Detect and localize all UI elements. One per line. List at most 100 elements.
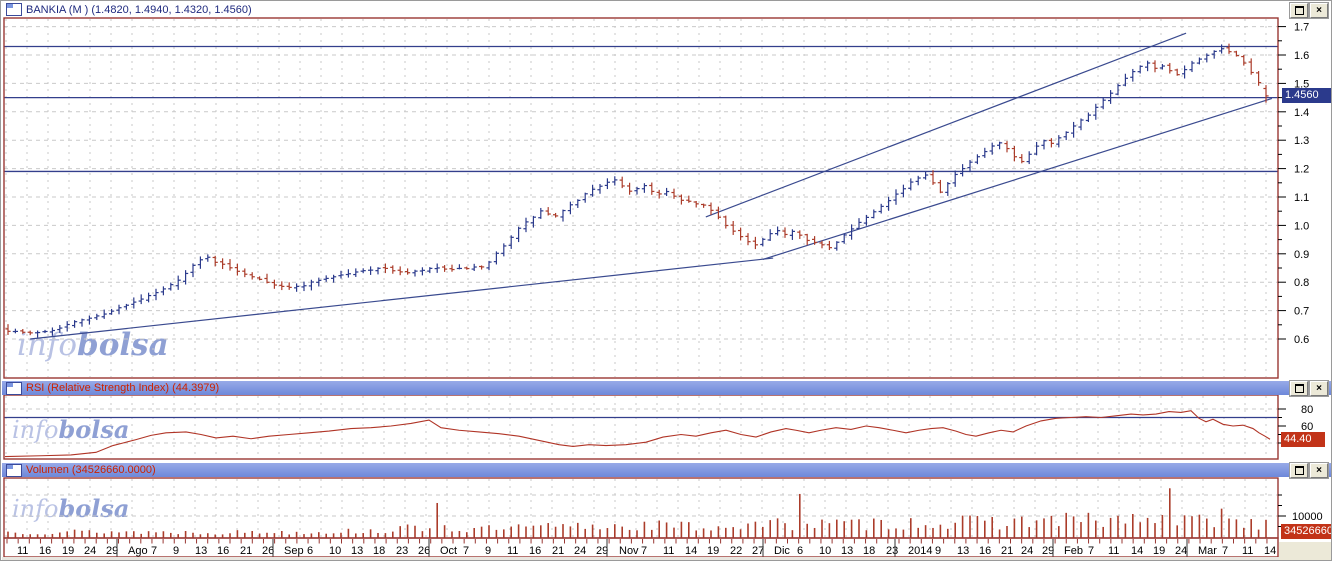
svg-text:10: 10 <box>329 545 341 557</box>
svg-text:60: 60 <box>1301 421 1313 433</box>
volume-value-tag: 34526660 <box>1281 524 1331 539</box>
rsi-pane-icon <box>6 381 22 395</box>
svg-text:1.2: 1.2 <box>1294 164 1309 176</box>
svg-text:26: 26 <box>262 545 274 557</box>
restore-icon <box>1294 466 1304 475</box>
svg-text:14: 14 <box>1264 545 1276 557</box>
svg-text:7: 7 <box>1222 545 1228 557</box>
grid-lines <box>4 19 1278 537</box>
volume-pane-titlebar[interactable]: Volumen (34526660.0000) × <box>2 462 1331 479</box>
svg-text:Ago: Ago <box>128 545 148 557</box>
svg-text:21: 21 <box>552 545 564 557</box>
close-icon: × <box>1316 4 1322 16</box>
infobolsa-watermark-price: infobolsa <box>17 327 169 363</box>
svg-text:0.9: 0.9 <box>1294 249 1309 261</box>
svg-text:7: 7 <box>1088 545 1094 557</box>
svg-text:29: 29 <box>1042 545 1054 557</box>
price-pane-title: BANKIA (M ) (1.4820, 1.4940, 1.4320, 1.4… <box>26 3 252 16</box>
close-button[interactable]: × <box>1309 2 1329 19</box>
restore-icon <box>1294 6 1304 15</box>
svg-text:Oct: Oct <box>440 545 457 557</box>
svg-text:24: 24 <box>574 545 586 557</box>
svg-text:Mar: Mar <box>1198 545 1217 557</box>
svg-text:0.7: 0.7 <box>1294 306 1309 318</box>
svg-text:80: 80 <box>1301 404 1313 416</box>
svg-text:Dic: Dic <box>774 545 790 557</box>
svg-text:1.1: 1.1 <box>1294 192 1309 204</box>
svg-text:13: 13 <box>841 545 853 557</box>
close-icon: × <box>1316 382 1322 394</box>
channel-upper <box>705 32 1187 218</box>
svg-text:11: 11 <box>17 545 28 557</box>
price-pane-buttons: × <box>1289 2 1329 19</box>
level-lines <box>4 45 1278 419</box>
svg-text:9: 9 <box>485 545 491 557</box>
svg-text:16: 16 <box>217 545 229 557</box>
svg-text:21: 21 <box>1001 545 1013 557</box>
svg-text:19: 19 <box>1153 545 1165 557</box>
svg-text:11: 11 <box>1108 545 1119 557</box>
volume-close-button[interactable]: × <box>1309 462 1329 479</box>
svg-text:7: 7 <box>641 545 647 557</box>
svg-text:Feb: Feb <box>1064 545 1083 557</box>
svg-text:13: 13 <box>957 545 969 557</box>
svg-text:27: 27 <box>752 545 764 557</box>
svg-text:11: 11 <box>663 545 674 557</box>
svg-text:6: 6 <box>307 545 313 557</box>
restore-icon <box>1294 384 1304 393</box>
rsi-pane-title: RSI (Relative Strength Index) (44.3979) <box>26 382 220 394</box>
svg-text:2014: 2014 <box>908 545 932 557</box>
svg-text:23: 23 <box>886 545 898 557</box>
svg-text:9: 9 <box>935 545 941 557</box>
ohlc-bars <box>5 43 1269 338</box>
svg-text:13: 13 <box>351 545 363 557</box>
svg-text:14: 14 <box>685 545 697 557</box>
rsi-close-button[interactable]: × <box>1309 380 1329 397</box>
rsi-pane-buttons: × <box>1289 380 1329 397</box>
svg-text:23: 23 <box>396 545 408 557</box>
volume-pane-icon <box>6 463 22 477</box>
svg-text:7: 7 <box>151 545 157 557</box>
x-axis: 11 16 19 24 29 Ago 7 9 13 16 21 26 Sep 6 10 13 18 23 26 Oct… <box>6 539 1276 557</box>
svg-text:19: 19 <box>62 545 74 557</box>
volume-restore-button[interactable] <box>1289 462 1309 479</box>
rsi-pane-titlebar[interactable]: RSI (Relative Strength Index) (44.3979) … <box>2 380 1331 397</box>
svg-text:13: 13 <box>195 545 207 557</box>
close-icon: × <box>1316 464 1322 476</box>
volume-pane-buttons: × <box>1289 462 1329 479</box>
volume-pane-title: Volumen (34526660.0000) <box>26 464 156 476</box>
svg-text:29: 29 <box>106 545 118 557</box>
svg-text:1.3: 1.3 <box>1294 135 1309 147</box>
svg-text:26: 26 <box>418 545 430 557</box>
svg-text:Nov: Nov <box>619 545 639 557</box>
chart-window-icon <box>6 3 22 16</box>
svg-text:1.7: 1.7 <box>1294 22 1309 34</box>
price-pane-titlebar[interactable]: BANKIA (M ) (1.4820, 1.4940, 1.4320, 1.4… <box>2 2 1331 19</box>
restore-button[interactable] <box>1289 2 1309 19</box>
trend-lines <box>30 32 1273 340</box>
bottom-window-edge <box>2 557 1331 560</box>
svg-text:6: 6 <box>797 545 803 557</box>
svg-text:11: 11 <box>1242 545 1253 557</box>
svg-text:9: 9 <box>173 545 179 557</box>
svg-text:22: 22 <box>730 545 742 557</box>
svg-text:16: 16 <box>979 545 991 557</box>
infobolsa-watermark-rsi: infobolsa <box>12 415 130 444</box>
svg-text:18: 18 <box>373 545 385 557</box>
svg-text:7: 7 <box>463 545 469 557</box>
infobolsa-watermark-volume: infobolsa <box>12 494 130 523</box>
rsi-restore-button[interactable] <box>1289 380 1309 397</box>
svg-text:11: 11 <box>507 545 518 557</box>
svg-text:24: 24 <box>84 545 96 557</box>
svg-text:16: 16 <box>529 545 541 557</box>
volume-bars <box>7 488 1267 538</box>
svg-text:1.6: 1.6 <box>1294 50 1309 62</box>
svg-text:24: 24 <box>1175 545 1187 557</box>
svg-text:29: 29 <box>596 545 608 557</box>
svg-text:Sep: Sep <box>284 545 304 557</box>
svg-text:10000: 10000 <box>1292 511 1323 523</box>
rsi-value-tag: 44.40 <box>1281 432 1325 447</box>
